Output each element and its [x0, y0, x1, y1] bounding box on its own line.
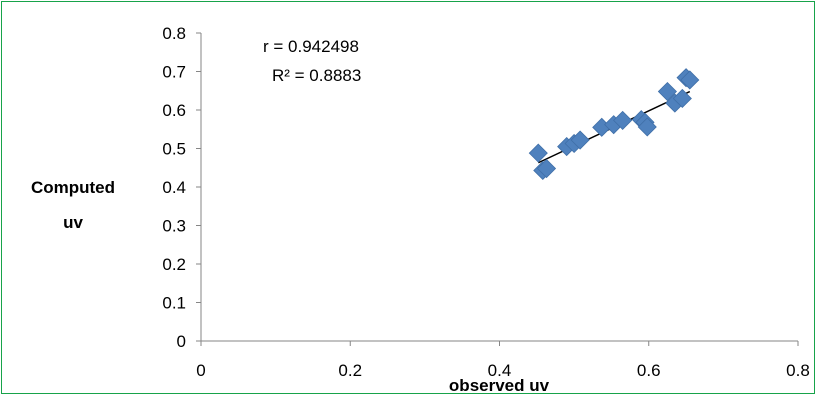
data-point: [613, 110, 633, 130]
r-squared-annotation: R² = 0.8883: [272, 66, 361, 85]
data-points: [528, 68, 700, 181]
y-tick-label: 0.6: [162, 101, 186, 120]
data-point: [536, 158, 557, 179]
x-tick-label: 0.4: [488, 361, 512, 380]
y-tick-label: 0: [177, 332, 186, 351]
y-tick-label: 0.7: [162, 63, 186, 82]
data-point: [637, 117, 657, 137]
y-tick-label: 0.1: [162, 294, 186, 313]
y-tick-label: 0.8: [162, 24, 186, 43]
data-point: [657, 81, 677, 102]
x-tick-label: 0.2: [338, 361, 362, 380]
y-axis-title-line-2: uv: [63, 213, 83, 232]
x-axis-title: observed uv: [449, 376, 550, 395]
y-tick-label: 0.2: [162, 255, 186, 274]
y-tick-label: 0.3: [162, 217, 186, 236]
data-point: [570, 130, 590, 150]
x-tick-label: 0.6: [637, 361, 661, 380]
data-point: [528, 143, 548, 163]
r-annotation: r = 0.942498: [263, 37, 359, 56]
x-tick-label: 0: [196, 361, 205, 380]
y-tick-label: 0.5: [162, 140, 186, 159]
y-axis-title-line-1: Computed: [31, 178, 115, 197]
scatter-chart: 0 0.1 0.2 0.3 0.4 0.5 0.6 0.7 0.8 0 0.2 0.4 0.6 0.8 r…: [31, 24, 810, 395]
x-tick-label: 0.8: [786, 361, 810, 380]
axes: 0 0.1 0.2 0.3 0.4 0.5 0.6 0.7 0.8 0 0.2 0.4 0.6 0.8: [162, 24, 809, 380]
data-point: [680, 70, 700, 90]
data-point: [672, 88, 692, 109]
y-tick-label: 0.4: [162, 178, 186, 197]
